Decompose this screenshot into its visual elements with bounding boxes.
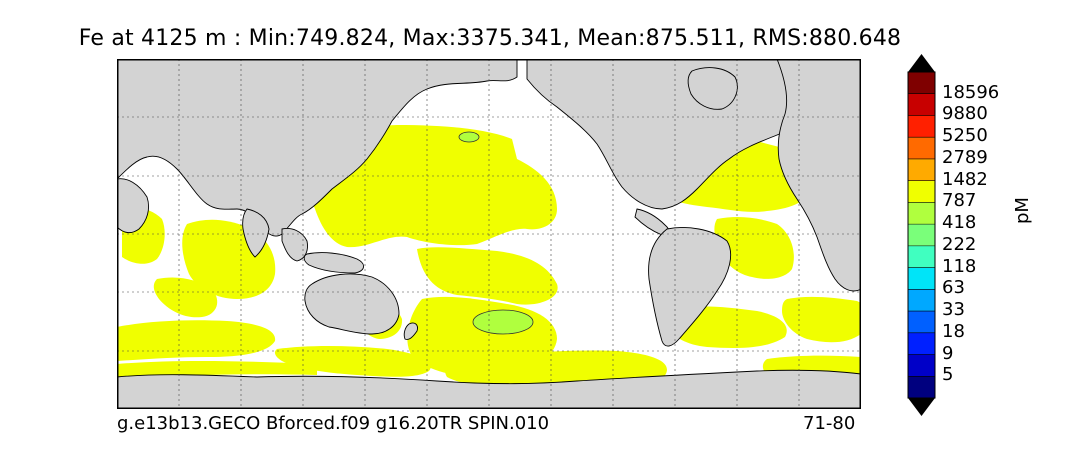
colorbar-segment — [908, 202, 935, 225]
colorbar-tick-label: 787 — [942, 190, 977, 212]
field-south-indian-ocean — [153, 277, 218, 318]
colorbar-segment — [908, 72, 935, 95]
graticule — [117, 59, 861, 409]
run-name: g.e13b13.GECO Bforced.f09 g16.20TR SPIN.… — [117, 413, 550, 434]
patch-south-pacific — [472, 309, 534, 335]
colorbar-segment — [908, 115, 935, 138]
colorbar-segment — [908, 180, 935, 203]
colorbar-tick-label: 118 — [942, 255, 977, 277]
colorbar-segment — [908, 137, 935, 160]
colorbar-tick-label: 9 — [942, 342, 954, 364]
colorbar-tick-label: 18 — [942, 320, 965, 342]
field-southeast-atlantic — [782, 296, 861, 343]
colorbar-segment — [908, 311, 935, 334]
high-concentration-patches — [458, 131, 534, 335]
colorbar-tick-label: 418 — [942, 212, 977, 234]
colorbar — [907, 54, 936, 416]
land-south-america — [648, 227, 731, 347]
colorbar-segment — [908, 224, 935, 247]
field-south-atlantic — [714, 216, 794, 279]
colorbar-segment — [908, 245, 935, 269]
colorbar-segment — [908, 332, 935, 356]
colorbar-segment — [908, 93, 935, 116]
map-frame — [117, 59, 861, 409]
land-indonesia — [303, 252, 364, 274]
colorbar-segment — [908, 158, 935, 182]
land-greenland — [687, 67, 738, 110]
colorbar-tick-label: 2789 — [942, 146, 988, 168]
land-india — [242, 208, 270, 258]
colorbar-tick-label: 33 — [942, 299, 965, 321]
year-range: 71-80 — [803, 413, 856, 434]
colorbar-frame — [907, 71, 936, 399]
colorbar-tick-label: 222 — [942, 233, 977, 255]
colorbar-segment — [908, 289, 935, 312]
field-central-pacific — [417, 247, 558, 305]
colorbar-tick-label: 63 — [942, 277, 965, 299]
field-southern-indian — [117, 320, 276, 361]
colorbar-tick-label: 1482 — [942, 168, 988, 190]
plot-title: Fe at 4125 m : Min:749.824, Max:3375.341… — [78, 26, 902, 51]
world-map — [117, 59, 861, 409]
colorbar-segment — [908, 354, 935, 377]
colorbar-segment — [908, 376, 935, 399]
colorbar-over-triangle — [908, 54, 935, 72]
land-africa-west — [117, 178, 150, 234]
colorbar-tick-label: 5250 — [942, 125, 988, 147]
land-australia — [304, 273, 400, 335]
colorbar-unit: pM — [1012, 197, 1033, 224]
land-new-zealand — [403, 322, 418, 340]
colorbar-under-triangle — [908, 398, 935, 416]
patch-north-pacific — [458, 131, 480, 143]
colorbar-tick-label: 5 — [942, 364, 954, 386]
colorbar-tick-label: 18596 — [942, 81, 1000, 103]
colorbar-segment — [908, 267, 935, 290]
colorbar-tick-label: 9880 — [942, 103, 988, 125]
